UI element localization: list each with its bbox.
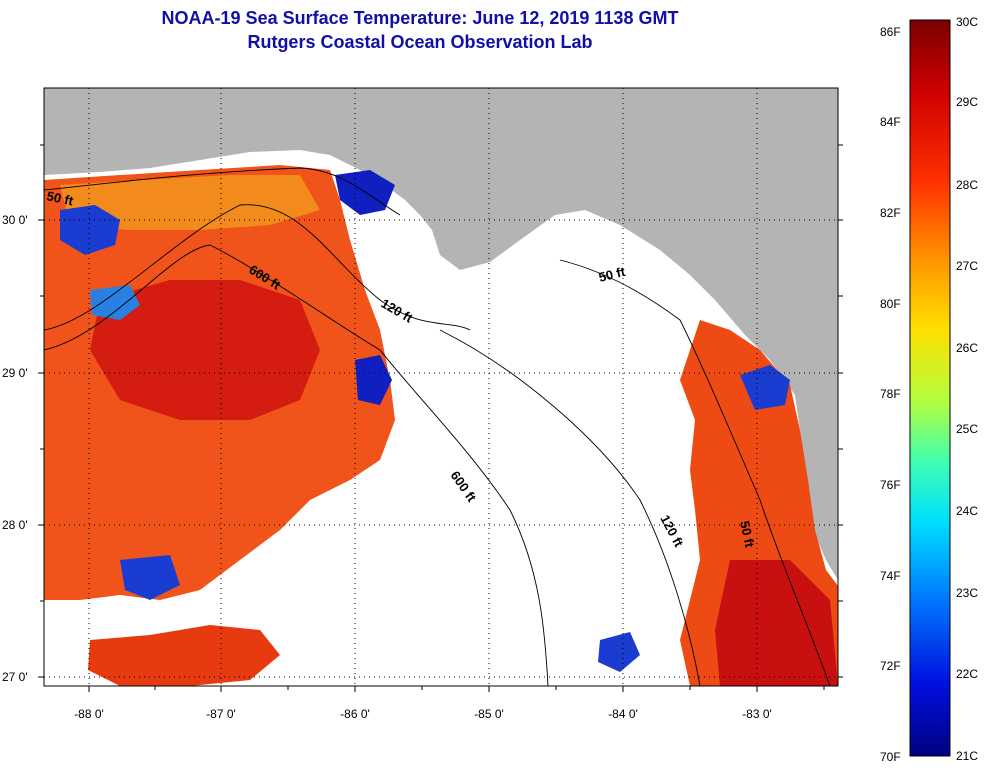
contour-label-50ft-east: 50 ft — [597, 264, 627, 285]
lat-label-30: 30 0' — [2, 213, 28, 227]
cbar-f-80: 80F — [880, 297, 901, 311]
cool-patch-shelf — [355, 355, 392, 405]
cool-patch-nw — [60, 205, 120, 255]
cool-patch-sw — [120, 555, 180, 600]
lat-label-27: 27 0' — [2, 670, 28, 684]
warm-water-north — [60, 175, 320, 230]
lon-label-86: -86 0' — [340, 707, 370, 721]
lon-label-84: -84 0' — [608, 707, 638, 721]
axis-ticks — [38, 144, 843, 692]
colorbar-f-labels: 86F 84F 82F 80F 78F 76F 74F 72F 70F — [880, 25, 901, 764]
cbar-c-26: 26C — [956, 341, 978, 355]
contour-50ft-west — [44, 167, 401, 216]
cool-patch-east — [740, 365, 790, 410]
cbar-c-24: 24C — [956, 504, 978, 518]
lat-label-29: 29 0' — [2, 366, 28, 380]
lat-label-28: 28 0' — [2, 518, 28, 532]
contour-label-50ft-south: 50 ft — [737, 520, 757, 550]
contour-120ft — [44, 204, 471, 331]
cbar-f-70: 70F — [880, 750, 901, 764]
map-title: NOAA-19 Sea Surface Temperature: June 12… — [161, 8, 679, 28]
cool-patch-se — [598, 632, 640, 672]
cbar-f-82: 82F — [880, 206, 901, 220]
lon-label-88: -88 0' — [74, 707, 104, 721]
cbar-c-28: 28C — [956, 178, 978, 192]
contour-label-50ft-west: 50 ft — [45, 188, 75, 208]
lon-label-83: -83 0' — [742, 707, 772, 721]
map-subtitle: Rutgers Coastal Ocean Observation Lab — [247, 32, 593, 52]
cbar-f-76: 76F — [880, 478, 901, 492]
cbar-c-22: 22C — [956, 667, 978, 681]
cbar-f-78: 78F — [880, 387, 901, 401]
contour-50ft-east — [559, 259, 831, 686]
depth-contours — [44, 167, 831, 686]
colorbar-c-labels: 30C 29C 28C 27C 26C 25C 24C 23C 22C 21C — [956, 15, 978, 763]
cbar-f-72: 72F — [880, 659, 901, 673]
contour-600ft — [44, 244, 549, 686]
cbar-c-29: 29C — [956, 95, 978, 109]
cbar-c-23: 23C — [956, 586, 978, 600]
land-area — [44, 88, 838, 580]
cbar-f-84: 84F — [880, 115, 901, 129]
cbar-c-30: 30C — [956, 15, 978, 29]
cbar-f-74: 74F — [880, 569, 901, 583]
lon-label-87: -87 0' — [206, 707, 236, 721]
cbar-f-86: 86F — [880, 25, 901, 39]
contour-120ft-east — [439, 329, 701, 686]
cbar-c-21: 21C — [956, 749, 978, 763]
hot-water-east — [715, 560, 838, 686]
lon-label-85: -85 0' — [474, 707, 504, 721]
cool-patch-w — [90, 285, 140, 320]
cbar-c-27: 27C — [956, 259, 978, 273]
warm-water-south — [88, 625, 280, 686]
hot-water-core — [90, 280, 320, 420]
colorbar-gradient — [909, 19, 951, 757]
cbar-c-25: 25C — [956, 422, 978, 436]
map-border — [43, 87, 839, 687]
